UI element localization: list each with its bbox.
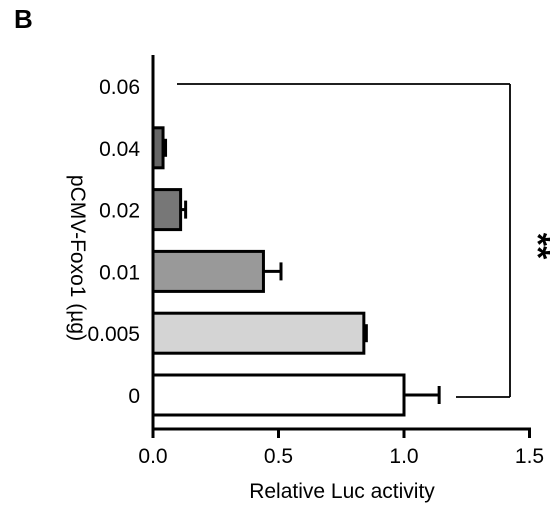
y-axis-label: pCMV-Foxo1 (µg) bbox=[66, 174, 89, 342]
panel-letter: B bbox=[14, 4, 33, 34]
x-tick-label-3: 1.5 bbox=[515, 445, 544, 468]
bar-0 bbox=[151, 373, 406, 417]
x-axis-label: Relative Luc activity bbox=[249, 480, 435, 503]
bar-0.01 bbox=[151, 249, 265, 293]
y-tick-label-0.06: 0.06 bbox=[99, 76, 140, 99]
y-tick-label-0.005: 0.005 bbox=[87, 323, 140, 346]
y-tick-label-0.04: 0.04 bbox=[99, 138, 140, 161]
bar-0.04 bbox=[151, 126, 165, 170]
x-tick-label-0: 0.0 bbox=[138, 445, 167, 468]
y-tick-label-0.01: 0.01 bbox=[99, 261, 140, 284]
bar-0.02 bbox=[151, 188, 183, 232]
y-tick-label-0.02: 0.02 bbox=[99, 200, 140, 223]
x-tick-label-1: 0.5 bbox=[264, 445, 293, 468]
significance-label: ** bbox=[518, 232, 551, 260]
x-tick-label-2: 1.0 bbox=[389, 445, 418, 468]
bar-0.005 bbox=[151, 311, 366, 355]
y-tick-label-0: 0 bbox=[128, 385, 140, 408]
